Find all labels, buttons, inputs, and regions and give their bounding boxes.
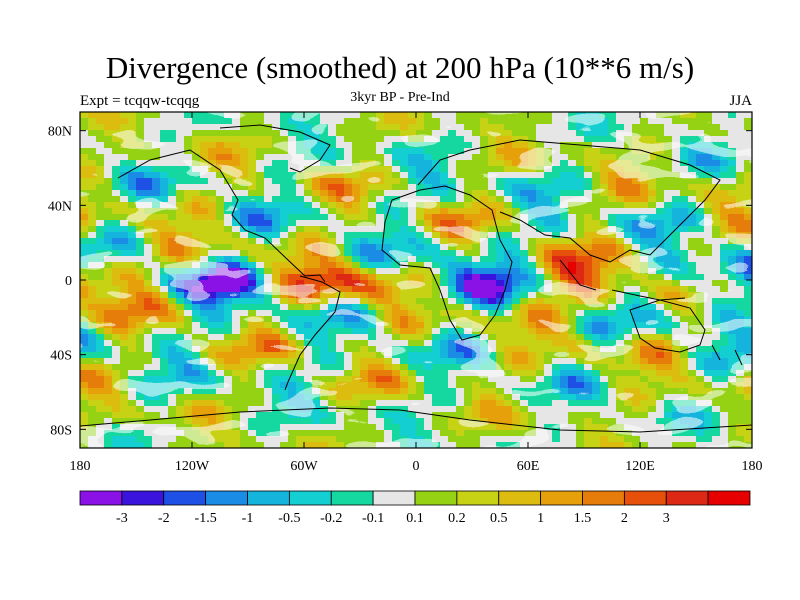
coastlines [80,124,752,433]
colorbar-swatch [288,490,332,506]
colorbar-swatch [330,490,374,506]
lat-tick-label: 80N [48,125,72,140]
colorbar-swatch [247,490,290,506]
colorbar-label: 1.5 [574,511,592,526]
lat-tick-label: 80S [50,423,72,438]
colorbar-label: -2 [158,511,170,526]
colorbar-label: -1 [242,511,254,526]
colorbar-swatch [79,490,123,506]
longitude-axis: 180 120W 60W 0 60E 120E 180 [70,112,763,474]
plot-title: Divergence (smoothed) at 200 hPa (10**6 … [105,50,695,85]
lat-tick-label: 0 [65,274,72,289]
colorbar-label: -3 [116,511,128,526]
colorbar-label: 0.2 [448,511,466,526]
lon-tick-label: 60E [517,459,540,474]
colorbar-label: 2 [621,511,628,526]
lat-tick-label: 40S [50,349,72,364]
experiment-label: Expt = tcqqw-tcqqg [80,93,200,109]
colorbar-swatch [456,490,500,506]
colorbar-label: 1 [537,511,544,526]
latitude-axis: 80N 40N 0 40S 80S [48,125,752,438]
colorbar: -3 -2 -1.5 -1 -0.5 -0.2 -0.1 0.1 0.2 0.5 1 1.5 2 3 [79,490,751,526]
map-field [80,112,752,448]
colorbar-label: -0.1 [362,511,384,526]
colorbar-swatch [205,490,248,506]
season-label: JJA [729,93,752,109]
colorbar-swatch [623,490,667,506]
lon-tick-label: 60W [290,459,318,474]
colorbar-swatch [498,490,542,506]
lon-tick-label: 120W [175,459,210,474]
lon-tick-label: 120E [625,459,655,474]
colorbar-swatch [414,490,458,506]
colorbar-swatch [163,490,207,506]
colorbar-swatch [540,490,583,506]
colorbar-label: -0.2 [320,511,342,526]
colorbar-label: -1.5 [195,511,217,526]
colorbar-label: -0.5 [278,511,300,526]
colorbar-swatch [121,490,165,506]
colorbar-label: 0.5 [490,511,508,526]
colorbar-swatch [582,490,625,506]
colorbar-swatch [707,490,751,506]
lat-tick-label: 40N [48,199,72,214]
lon-tick-label: 0 [413,459,420,474]
colorbar-swatch [665,490,709,506]
period-label: 3kyr BP - Pre-Ind [350,90,450,105]
colorbar-swatch [372,490,416,506]
lon-tick-label: 180 [742,459,763,474]
colorbar-label: 3 [663,511,670,526]
lon-tick-label: 180 [70,459,91,474]
neutral-mask [80,112,752,448]
colorbar-label: 0.1 [406,511,424,526]
